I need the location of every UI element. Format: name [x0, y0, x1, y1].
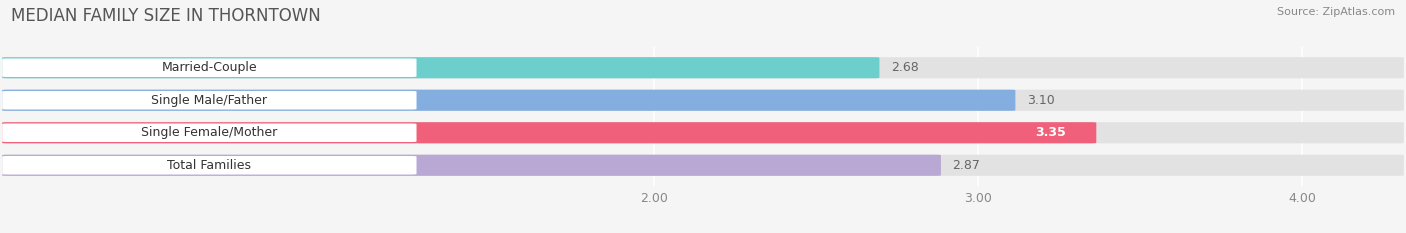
FancyBboxPatch shape	[3, 122, 1097, 143]
Text: Single Female/Mother: Single Female/Mother	[141, 126, 277, 139]
Text: Total Families: Total Families	[167, 159, 252, 172]
Text: MEDIAN FAMILY SIZE IN THORNTOWN: MEDIAN FAMILY SIZE IN THORNTOWN	[11, 7, 321, 25]
FancyBboxPatch shape	[3, 57, 879, 78]
FancyBboxPatch shape	[3, 155, 941, 176]
Text: 3.35: 3.35	[1035, 126, 1066, 139]
FancyBboxPatch shape	[3, 156, 416, 175]
FancyBboxPatch shape	[3, 57, 1403, 78]
Text: 3.10: 3.10	[1026, 94, 1054, 107]
FancyBboxPatch shape	[3, 123, 416, 142]
Text: 2.87: 2.87	[952, 159, 980, 172]
FancyBboxPatch shape	[3, 58, 416, 77]
Text: Source: ZipAtlas.com: Source: ZipAtlas.com	[1277, 7, 1395, 17]
FancyBboxPatch shape	[3, 91, 416, 110]
Text: 2.68: 2.68	[891, 61, 918, 74]
Text: Single Male/Father: Single Male/Father	[152, 94, 267, 107]
FancyBboxPatch shape	[3, 90, 1015, 111]
FancyBboxPatch shape	[3, 90, 1403, 111]
FancyBboxPatch shape	[3, 122, 1403, 143]
Text: Married-Couple: Married-Couple	[162, 61, 257, 74]
FancyBboxPatch shape	[3, 155, 1403, 176]
